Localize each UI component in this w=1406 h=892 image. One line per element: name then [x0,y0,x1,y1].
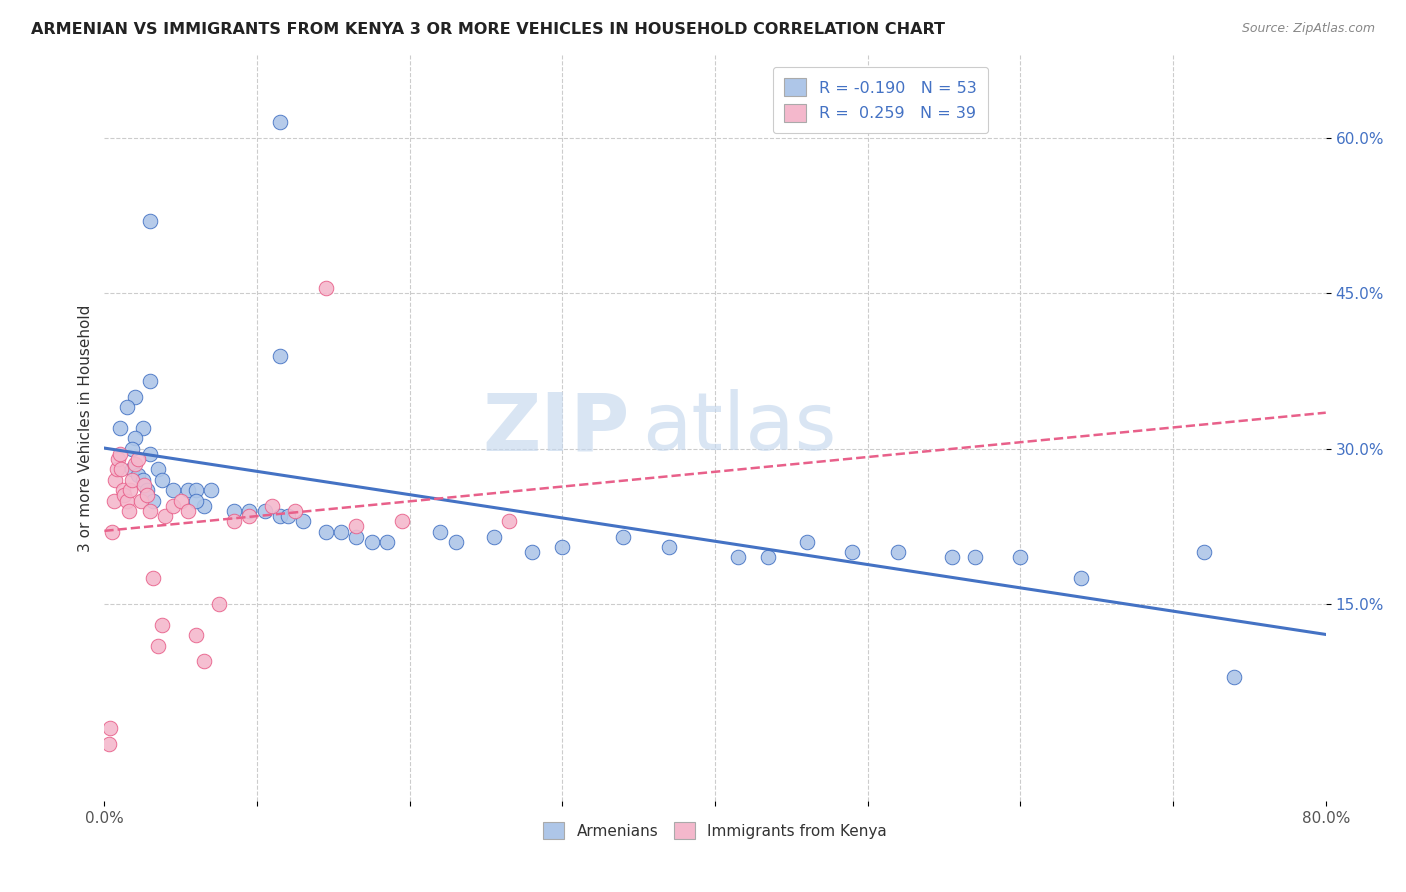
Point [1010,550,1032,565]
Point [152,617,174,632]
Point [841,545,863,559]
Point [315,524,337,539]
Point [127,452,149,467]
Point [162,499,184,513]
Point [139,504,162,518]
Point [139,447,162,461]
Point [105,462,128,476]
Point [136,483,159,498]
Point [108,447,131,461]
Point [101,524,124,539]
Point [100,722,122,736]
Point [193,499,215,513]
Point [330,524,353,539]
Point [344,530,367,544]
Point [887,545,910,559]
Point [200,483,222,498]
Point [184,628,207,642]
Point [103,493,125,508]
Point [139,214,162,228]
Point [177,483,200,498]
Point [482,530,505,544]
Point [941,550,963,565]
Point [269,509,291,524]
Point [139,375,162,389]
Point [1223,670,1246,684]
Point [110,462,132,476]
Point [1192,545,1215,559]
Point [658,540,681,554]
Point [375,535,398,549]
Text: ZIP: ZIP [482,389,630,467]
Point [208,597,231,611]
Point [127,467,149,482]
Point [124,457,146,471]
Point [124,431,146,445]
Point [108,421,131,435]
Text: atlas: atlas [641,389,837,467]
Point [269,115,291,129]
Point [277,509,299,524]
Point [238,509,260,524]
Point [104,473,127,487]
Point [612,530,634,544]
Point [551,540,574,554]
Point [444,535,467,549]
Point [963,550,986,565]
Point [162,483,184,498]
Point [177,504,200,518]
Point [253,504,276,518]
Point [291,514,314,528]
Point [112,488,135,502]
Text: Source: ZipAtlas.com: Source: ZipAtlas.com [1241,22,1375,36]
Point [1070,571,1092,585]
Legend: Armenians, Immigrants from Kenya: Armenians, Immigrants from Kenya [537,815,893,846]
Point [796,535,818,549]
Point [269,349,291,363]
Point [117,493,139,508]
Point [429,524,451,539]
Point [118,504,141,518]
Point [142,493,165,508]
Point [121,462,143,476]
Point [124,390,146,404]
Point [520,545,543,559]
Point [344,519,367,533]
Point [284,504,307,518]
Point [238,504,260,518]
Point [727,550,749,565]
Point [758,550,780,565]
Point [224,504,246,518]
Point [315,281,337,295]
Point [107,452,129,467]
Point [184,483,207,498]
Point [152,473,174,487]
Point [132,478,155,492]
Point [498,514,520,528]
Point [120,483,142,498]
Point [184,493,207,508]
Point [136,488,159,502]
Point [97,737,120,751]
Y-axis label: 3 or more Vehicles in Household: 3 or more Vehicles in Household [79,304,93,551]
Point [193,654,215,668]
Text: ARMENIAN VS IMMIGRANTS FROM KENYA 3 OR MORE VEHICLES IN HOUSEHOLD CORRELATION CH: ARMENIAN VS IMMIGRANTS FROM KENYA 3 OR M… [31,22,945,37]
Point [131,421,153,435]
Point [129,493,152,508]
Point [155,509,177,524]
Point [117,401,139,415]
Point [146,462,169,476]
Point [262,499,284,513]
Point [224,514,246,528]
Point [121,473,143,487]
Point [131,473,153,487]
Point [142,571,165,585]
Point [391,514,413,528]
Point [170,493,193,508]
Point [121,442,143,456]
Point [111,483,134,498]
Point [146,639,169,653]
Point [360,535,382,549]
